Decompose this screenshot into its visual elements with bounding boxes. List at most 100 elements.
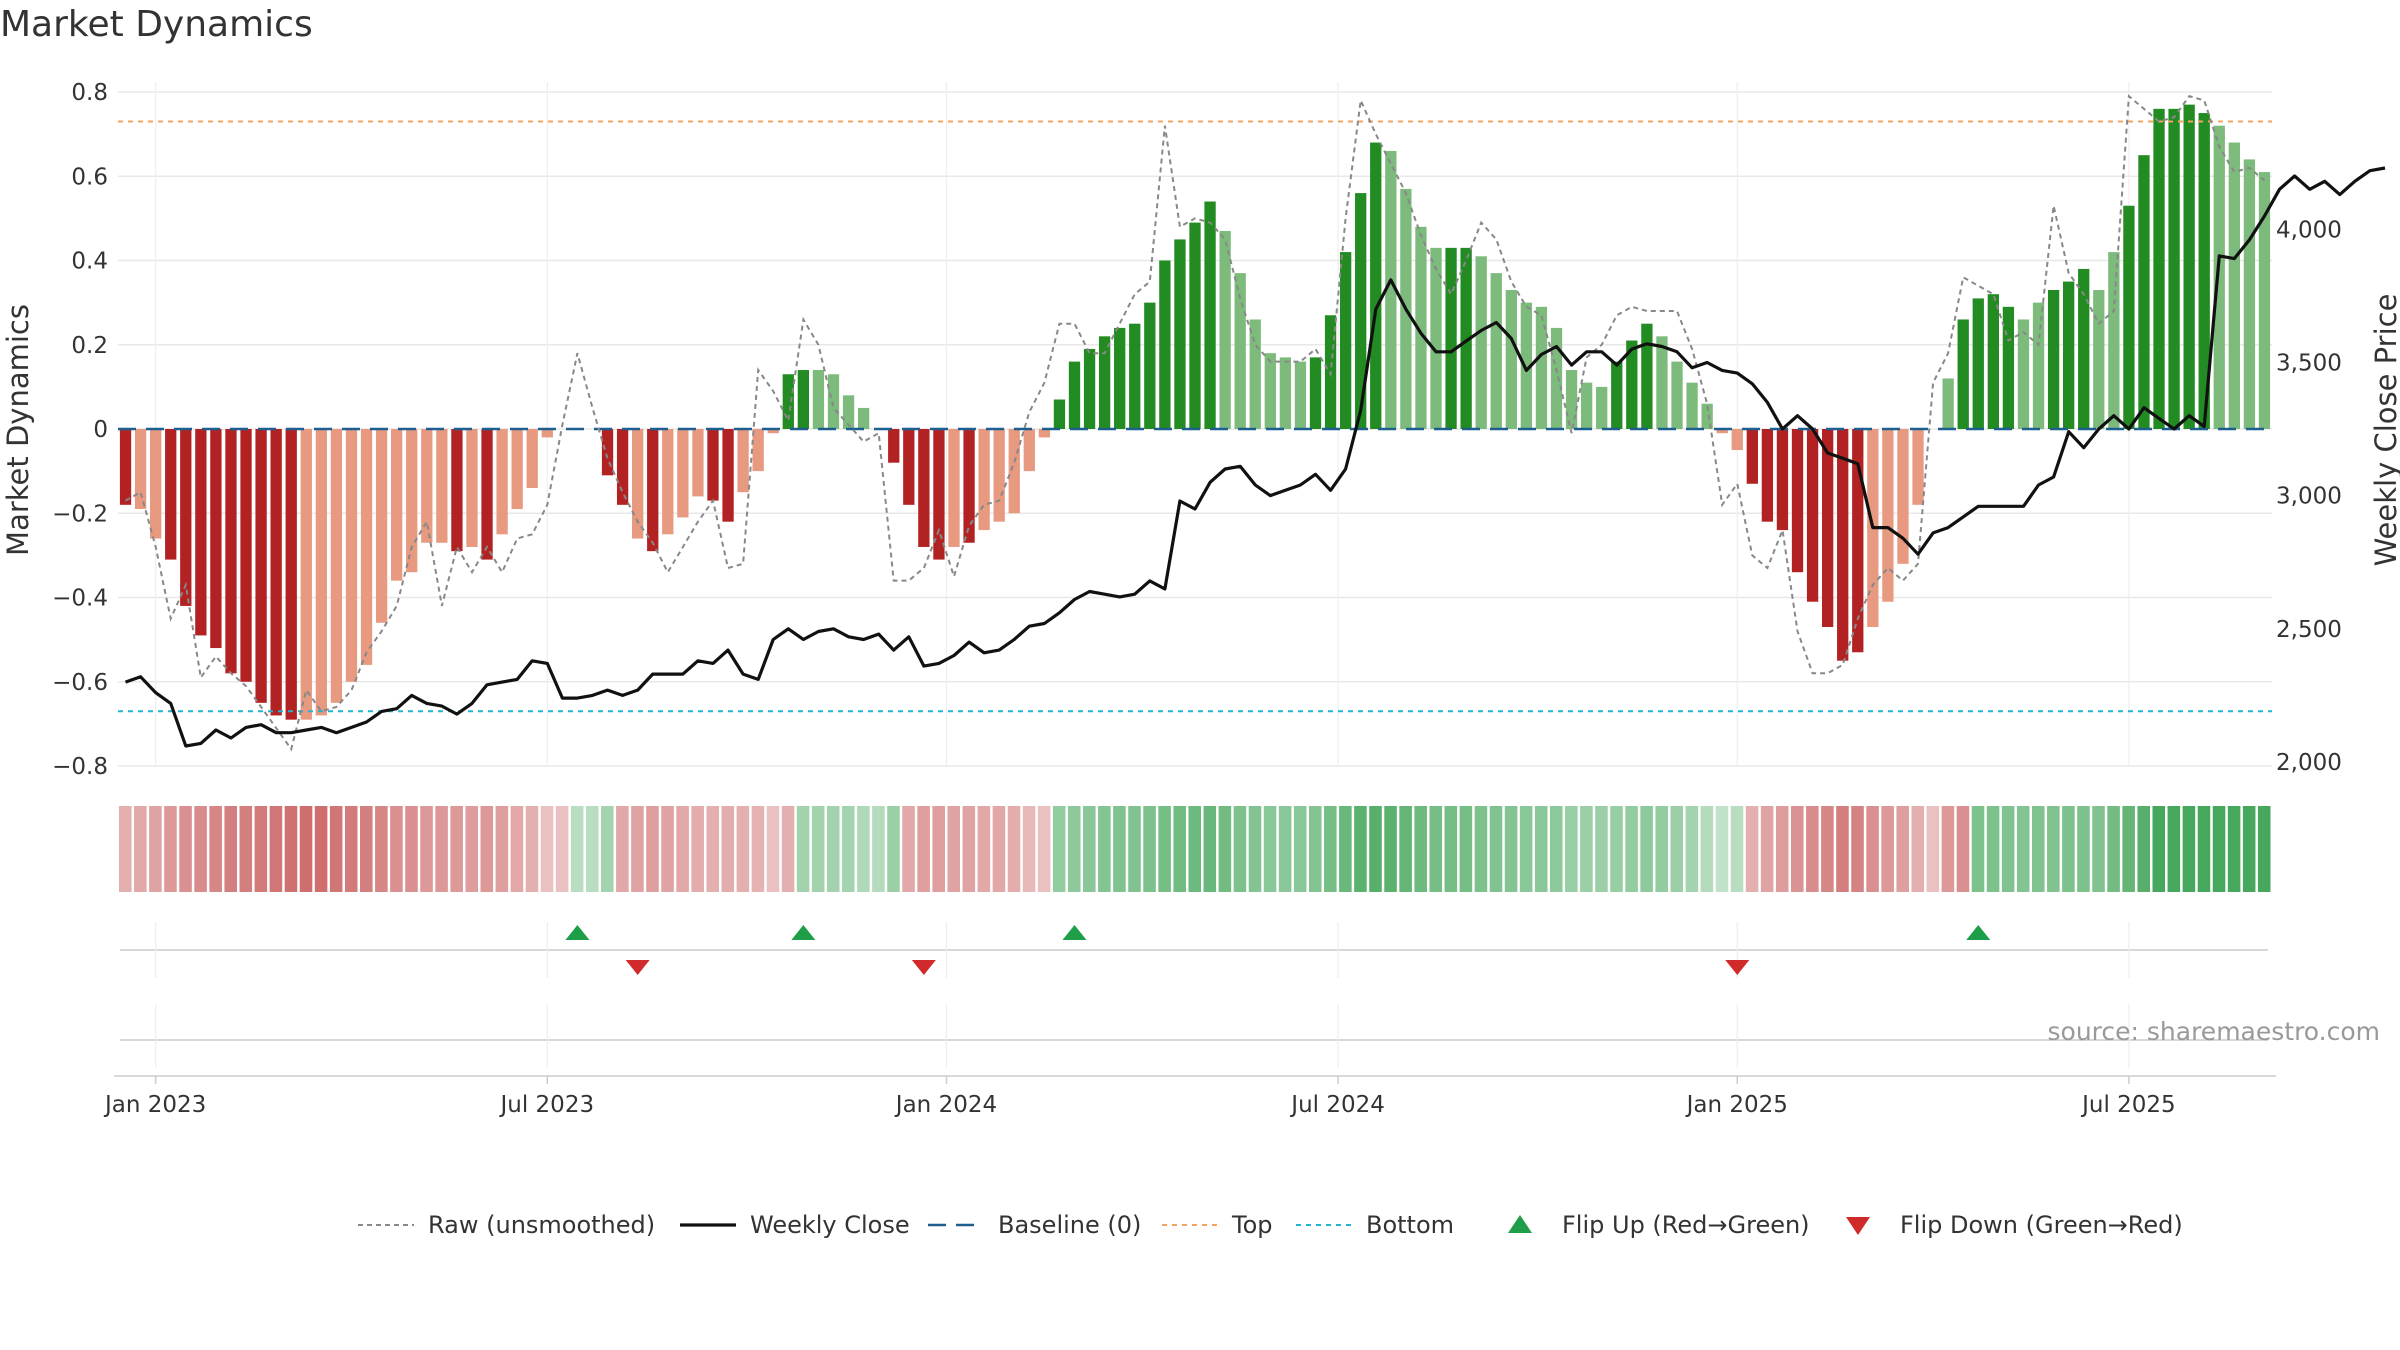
strip-cell xyxy=(209,806,222,892)
strip-cell xyxy=(2152,806,2166,892)
bar xyxy=(1159,260,1171,429)
bar xyxy=(1505,289,1517,429)
bar xyxy=(2213,125,2225,429)
strip-cell xyxy=(631,806,644,892)
bar xyxy=(375,429,388,623)
bar xyxy=(225,429,237,674)
legend-label: Weekly Close xyxy=(750,1211,910,1239)
strip-cell xyxy=(706,806,720,892)
strip-cell xyxy=(194,806,207,892)
bar xyxy=(722,429,734,522)
bar xyxy=(330,429,343,703)
strip-cell xyxy=(1866,806,1879,892)
bar xyxy=(2168,108,2180,429)
bar xyxy=(1596,386,1608,429)
page-title: Market Dynamics xyxy=(0,4,313,45)
strip-cell xyxy=(525,806,539,892)
legend-label: Raw (unsmoothed) xyxy=(428,1211,655,1239)
strip-cell xyxy=(1971,806,1985,892)
strip-cell xyxy=(1113,806,1126,892)
bar xyxy=(2063,281,2075,429)
strip-cell xyxy=(1037,806,1051,892)
strip-cell xyxy=(134,806,147,892)
strip-cell xyxy=(691,806,704,892)
strip-cell xyxy=(1278,806,1292,892)
strip-cell xyxy=(450,806,463,892)
strip-cell xyxy=(570,806,584,892)
bar xyxy=(812,370,825,429)
strip-cell xyxy=(1715,806,1729,892)
y-tick-label: 0 xyxy=(93,417,108,443)
strip-cell xyxy=(360,806,373,892)
strip-cell xyxy=(1429,806,1443,892)
bar xyxy=(948,429,960,547)
bar xyxy=(2002,306,2015,429)
bar xyxy=(1219,231,1231,429)
strip-cell xyxy=(2047,806,2060,892)
bar xyxy=(827,374,840,429)
flip-panel xyxy=(120,922,2268,1068)
bar xyxy=(1580,382,1593,429)
y-tick-label: −0.6 xyxy=(52,670,108,696)
strip-cell xyxy=(1610,806,1623,892)
legend-label: Flip Down (Green→Red) xyxy=(1900,1211,2183,1239)
bar xyxy=(1053,399,1066,429)
bar xyxy=(767,429,779,434)
strip-cell xyxy=(254,806,268,892)
strip-cell xyxy=(917,806,930,892)
bar xyxy=(903,429,915,505)
strip-cell xyxy=(344,806,358,892)
bar xyxy=(2093,289,2105,429)
strip-cell xyxy=(947,806,961,892)
bar xyxy=(1761,429,1774,522)
flip-down-marker xyxy=(625,960,650,975)
strip-cell xyxy=(1836,806,1849,892)
bar xyxy=(406,429,418,573)
bar xyxy=(451,429,463,552)
strip-cell xyxy=(329,806,343,892)
bar xyxy=(1279,357,1292,429)
strip-cell xyxy=(1745,806,1759,892)
bar xyxy=(1912,429,1924,505)
bar xyxy=(1641,323,1653,429)
strip-cell xyxy=(2182,806,2196,892)
bar xyxy=(1339,252,1352,429)
source-credit: source: sharemaestro.com xyxy=(2048,1017,2381,1046)
strip-cell xyxy=(887,806,900,892)
strip-cell xyxy=(1188,806,1202,892)
strip-cell xyxy=(540,806,554,892)
bar xyxy=(1987,294,1999,429)
bar xyxy=(1008,429,1020,514)
strip-cell xyxy=(1700,806,1714,892)
bar xyxy=(1535,306,1548,429)
bar xyxy=(707,429,719,501)
strip-cell xyxy=(555,806,569,892)
bar xyxy=(119,429,132,505)
strip-cell xyxy=(1308,806,1322,892)
bar xyxy=(1972,298,1984,429)
bar xyxy=(1144,302,1156,429)
strip-cell xyxy=(2257,806,2271,892)
strip-cell xyxy=(1203,806,1217,892)
strip-cell xyxy=(2197,806,2211,892)
strip-cell xyxy=(902,806,915,892)
bar xyxy=(601,429,614,476)
bar xyxy=(511,429,523,510)
strip-cell xyxy=(751,806,765,892)
bar xyxy=(2183,104,2195,429)
flip-down-marker xyxy=(1725,960,1750,975)
strip-cell xyxy=(1233,806,1247,892)
strip-cell xyxy=(857,806,870,892)
bar xyxy=(496,429,508,535)
bar xyxy=(1626,340,1638,429)
strip-cell xyxy=(736,806,750,892)
strip-cell xyxy=(1911,806,1925,892)
bar xyxy=(1746,429,1758,484)
strip-cell xyxy=(1580,806,1593,892)
strip-cell xyxy=(1052,806,1066,892)
strip-cell xyxy=(1339,806,1352,892)
bar xyxy=(677,429,689,518)
strip-cell xyxy=(1640,806,1653,892)
strip-cell xyxy=(1474,806,1488,892)
strip-cell xyxy=(1790,806,1804,892)
